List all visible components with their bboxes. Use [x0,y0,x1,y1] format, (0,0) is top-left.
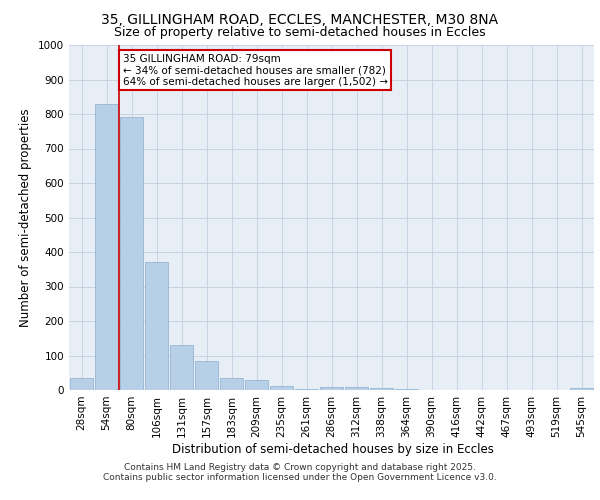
Text: Distribution of semi-detached houses by size in Eccles: Distribution of semi-detached houses by … [172,442,494,456]
Bar [345,387,368,390]
Bar [195,360,218,390]
Bar [120,118,143,390]
Bar [245,380,268,390]
Text: Contains HM Land Registry data © Crown copyright and database right 2025.: Contains HM Land Registry data © Crown c… [124,464,476,472]
Bar [570,388,593,390]
Bar [170,345,193,390]
Bar [95,104,118,390]
Text: 35, GILLINGHAM ROAD, ECCLES, MANCHESTER, M30 8NA: 35, GILLINGHAM ROAD, ECCLES, MANCHESTER,… [101,12,499,26]
Bar [220,378,243,390]
Bar [145,262,168,390]
Bar [395,389,418,390]
Text: Contains public sector information licensed under the Open Government Licence v3: Contains public sector information licen… [103,474,497,482]
Text: Size of property relative to semi-detached houses in Eccles: Size of property relative to semi-detach… [114,26,486,39]
Bar [70,378,93,390]
Bar [320,387,343,390]
Text: 35 GILLINGHAM ROAD: 79sqm
← 34% of semi-detached houses are smaller (782)
64% of: 35 GILLINGHAM ROAD: 79sqm ← 34% of semi-… [123,54,388,87]
Bar [270,386,293,390]
Y-axis label: Number of semi-detached properties: Number of semi-detached properties [19,108,32,327]
Bar [370,388,393,390]
